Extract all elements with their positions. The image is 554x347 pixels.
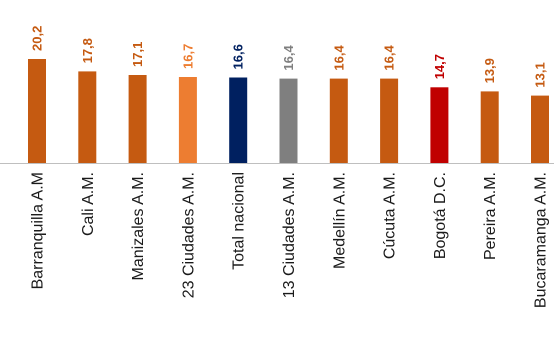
bar	[229, 77, 248, 163]
bar	[279, 78, 298, 163]
data-label: 13,1	[533, 62, 548, 87]
category-label: Bogotá D.C.	[432, 172, 449, 259]
bar	[480, 91, 499, 163]
bar	[28, 59, 46, 163]
bar	[380, 78, 399, 163]
category-label: Cali A.M.	[80, 172, 97, 236]
data-label: 16,4	[281, 45, 296, 71]
data-label: 13,9	[482, 58, 497, 83]
bar	[178, 77, 197, 163]
bar	[329, 78, 348, 163]
data-label: 16,7	[180, 44, 195, 69]
data-label: 16,6	[231, 44, 246, 69]
data-label: 16,4	[382, 45, 397, 71]
data-label: 20,2	[30, 26, 45, 51]
bar	[531, 95, 549, 163]
category-label: Bucaramanga A.M.	[533, 172, 550, 308]
value-labels-group: 20,2 17,8 17,1 16,7 16,6 16,4 16,4 16,4 14,7 13,9…	[30, 26, 548, 88]
category-label: Cúcuta A.M.	[382, 172, 399, 259]
category-label: 13 Ciudades A.M.	[281, 172, 298, 298]
data-label: 17,8	[80, 38, 95, 63]
data-label: 17,1	[130, 42, 145, 67]
bars-group	[28, 59, 549, 163]
category-label: Pereira A.M.	[482, 172, 499, 260]
category-label: Medellín A.M.	[331, 172, 348, 269]
data-label: 16,4	[331, 45, 346, 71]
category-label: Manizales A.M.	[130, 172, 147, 280]
category-label: Barranquilla A.M	[30, 172, 47, 289]
category-label: Total nacional	[231, 172, 248, 270]
bar	[430, 87, 449, 163]
bar	[78, 71, 97, 163]
bar	[128, 75, 147, 163]
category-label: 23 Ciudades A.M.	[180, 172, 197, 298]
category-labels-group: Barranquilla A.M Cali A.M. Manizales A.M. 2…	[30, 172, 550, 308]
data-label: 14,7	[432, 54, 447, 79]
